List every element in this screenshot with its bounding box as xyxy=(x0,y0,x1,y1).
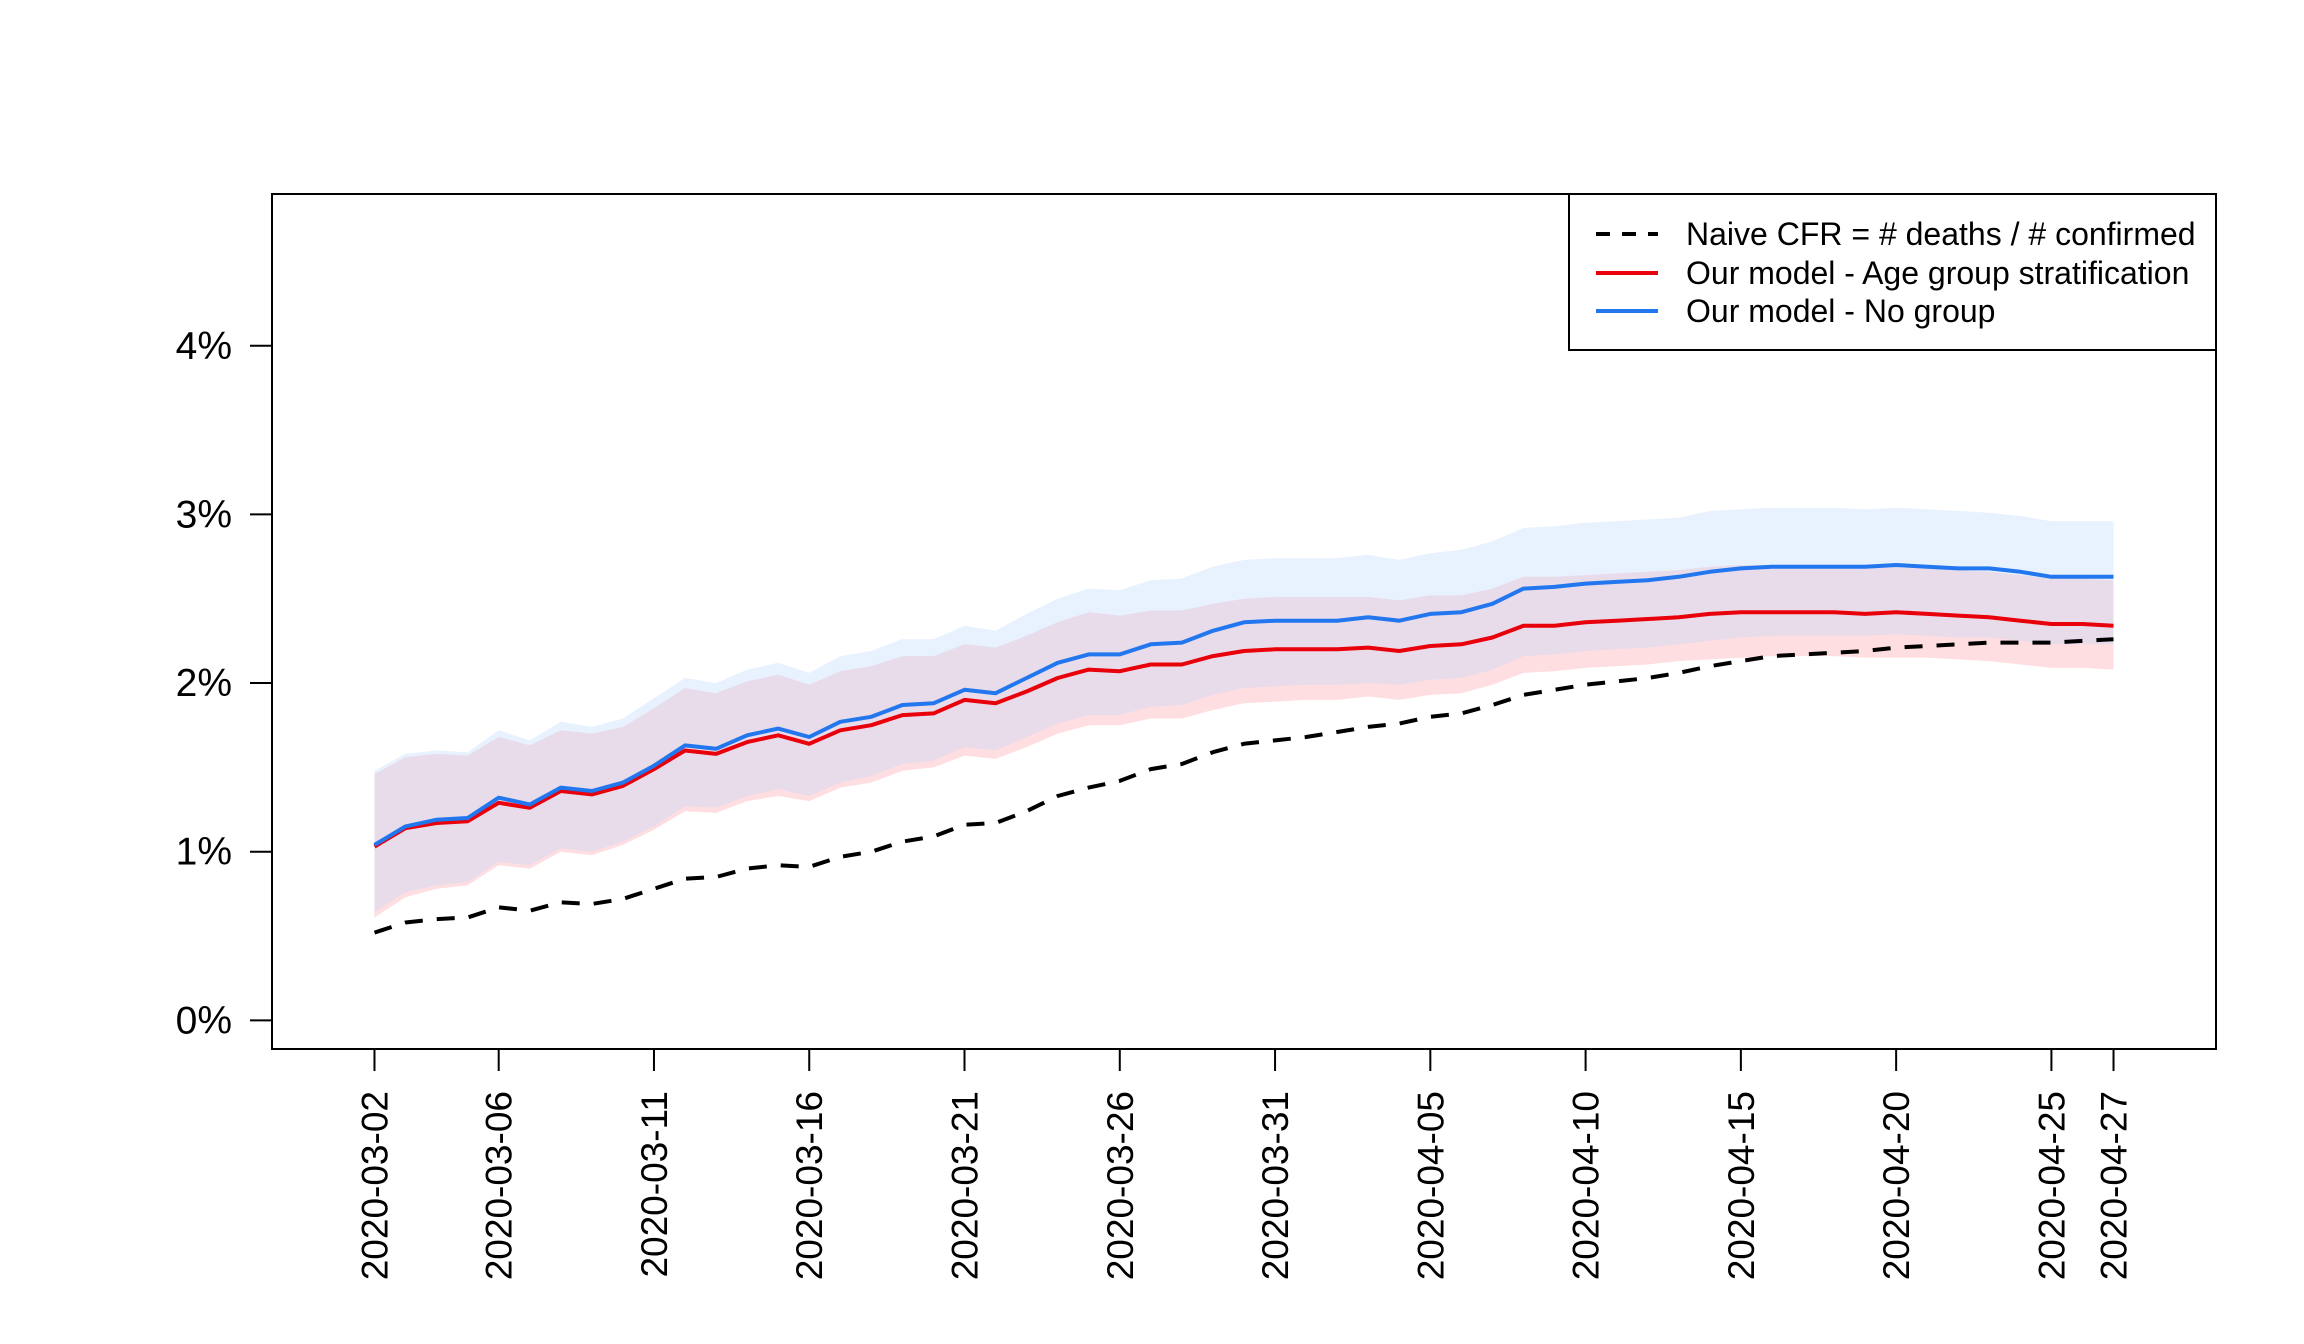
x-tick-label: 2020-03-16 xyxy=(789,1091,830,1280)
x-tick-label: 2020-03-06 xyxy=(479,1091,520,1280)
x-tick-label: 2020-04-20 xyxy=(1876,1091,1917,1280)
legend-label-age-group: Our model - Age group stratification xyxy=(1686,255,2189,291)
series-lines xyxy=(373,563,2114,935)
x-tick-label: 2020-03-26 xyxy=(1100,1091,1141,1280)
line-age-group xyxy=(373,610,2114,849)
band-age-group xyxy=(374,565,2114,918)
legend: Naive CFR = # deaths / # confirmed Our m… xyxy=(1568,193,2217,351)
y-tick-label: 1% xyxy=(176,831,232,874)
legend-label-no-group: Our model - No group xyxy=(1686,293,1995,329)
x-tick-label: 2020-04-10 xyxy=(1566,1091,1607,1280)
line-no-group xyxy=(373,563,2114,847)
y-axis: 0% 1% 2% 3% 4% xyxy=(176,325,272,1042)
x-tick-label: 2020-03-21 xyxy=(945,1091,986,1280)
x-tick-label: 2020-04-15 xyxy=(1721,1091,1762,1280)
confidence-bands xyxy=(374,507,2114,918)
x-tick-label: 2020-03-11 xyxy=(634,1091,675,1278)
x-tick-label: 2020-04-05 xyxy=(1410,1091,1451,1280)
legend-label-naive: Naive CFR = # deaths / # confirmed xyxy=(1686,216,2196,252)
x-tick-label: 2020-03-02 xyxy=(354,1091,395,1280)
y-tick-label: 3% xyxy=(176,493,232,536)
band-no-group xyxy=(374,507,2114,913)
legend-box xyxy=(1568,193,2217,351)
line-naive-cfr xyxy=(373,637,2114,935)
y-tick-label: 2% xyxy=(176,662,232,705)
x-tick-label: 2020-04-25 xyxy=(2031,1091,2072,1280)
y-tick-label: 0% xyxy=(176,999,232,1042)
y-tick-label: 4% xyxy=(176,325,232,368)
x-tick-label: 2020-03-31 xyxy=(1255,1091,1296,1280)
x-tick-label: 2020-04-27 xyxy=(2094,1091,2135,1280)
x-axis: 2020-03-02 2020-03-06 2020-03-11 2020-03-16… xyxy=(354,1048,2135,1280)
